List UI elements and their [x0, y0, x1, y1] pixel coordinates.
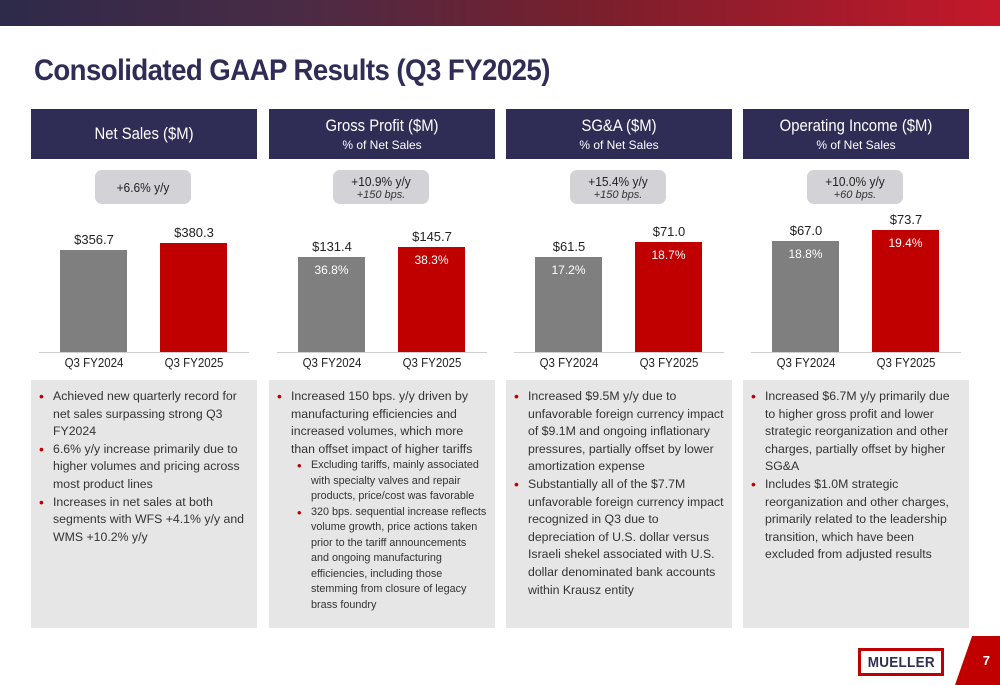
page-number: 7: [982, 653, 990, 668]
x-axis-tick-label: Q3 FY2025: [639, 356, 699, 370]
panel-header-title: Operating Income ($M): [779, 116, 933, 135]
panel-header: Net Sales ($M): [31, 109, 257, 159]
panel-header-subtitle: % of Net Sales: [579, 137, 659, 152]
panel-operating-income: Operating Income ($M) % of Net Sales +10…: [743, 109, 969, 628]
panel-header-title: Gross Profit ($M): [325, 116, 439, 135]
bar-value-label: $67.0: [789, 223, 823, 238]
notes-list: Increased $6.7M y/y primarily due to hig…: [751, 388, 961, 564]
chart-baseline: [277, 352, 487, 353]
notes-panel: Increased $9.5M y/y due to unfavorable f…: [506, 380, 732, 628]
chart-baseline: [39, 352, 249, 353]
bar-prior-year: [772, 241, 839, 352]
notes-list: Achieved new quarterly record for net sa…: [39, 388, 249, 546]
bar-chart: $67.0 18.8% Q3 FY2024 $73.7 19.4% Q3 FY2025: [743, 205, 969, 373]
bar-chart: $131.4 36.8% Q3 FY2024 $145.7 38.3% Q3 FY2025: [269, 205, 495, 373]
yoy-change-badge: +10.9% y/y +150 bps.: [333, 170, 429, 204]
bar-current-year: [160, 243, 227, 352]
chart-baseline: [751, 352, 961, 353]
bar-prior-year: [60, 250, 127, 352]
note-bullet: Increased 150 bps. y/y driven by manufac…: [277, 388, 487, 613]
x-axis-tick-label: Q3 FY2025: [876, 356, 936, 370]
bar-prior-year: [298, 257, 365, 352]
panel-header-subtitle: % of Net Sales: [342, 137, 422, 152]
bar-percent-label: 38.3%: [414, 253, 449, 267]
top-gradient-bar: [0, 0, 1000, 26]
page-corner-tab: 7: [955, 636, 1000, 685]
bar-value-label: $356.7: [74, 232, 114, 247]
bar-chart: $61.5 17.2% Q3 FY2024 $71.0 18.7% Q3 FY2025: [506, 205, 732, 373]
bar-value-label: $131.4: [312, 239, 352, 254]
bar-prior-year: [535, 257, 602, 352]
sub-note-bullet: Excluding tariffs, mainly associated wit…: [297, 458, 487, 505]
notes-list: Increased 150 bps. y/y driven by manufac…: [277, 388, 487, 613]
note-text: Increases in net sales at both segments …: [53, 494, 245, 544]
yoy-change-badge: +15.4% y/y +150 bps.: [570, 170, 666, 204]
note-bullet: Increases in net sales at both segments …: [39, 494, 249, 547]
bar-percent-label: 18.7%: [651, 248, 686, 262]
chart-baseline: [514, 352, 724, 353]
logo-text: MUELLER: [867, 653, 935, 671]
bps-change-text: +60 bps.: [833, 188, 877, 201]
x-axis-tick-label: Q3 FY2025: [164, 356, 224, 370]
company-logo: MUELLER: [858, 648, 944, 676]
note-bullet: Substantially all of the $7.7M unfavorab…: [514, 476, 724, 599]
bps-change-text: +150 bps.: [593, 188, 643, 201]
bar-percent-label: 19.4%: [888, 236, 923, 250]
note-text: Includes $1.0M strategic reorganization …: [765, 476, 949, 562]
x-axis-tick-label: Q3 FY2025: [402, 356, 462, 370]
x-axis-tick-label: Q3 FY2024: [776, 356, 836, 370]
bps-change-text: +150 bps.: [356, 188, 406, 201]
bar-current-year: [635, 242, 702, 352]
bar-current-year: [872, 230, 939, 352]
bar-current-year: [398, 247, 465, 352]
sub-note-list: Excluding tariffs, mainly associated wit…: [291, 458, 487, 613]
bar-value-label: $380.3: [174, 225, 214, 240]
yoy-change-text: +10.9% y/y: [351, 173, 411, 189]
notes-panel: Achieved new quarterly record for net sa…: [31, 380, 257, 628]
bar-percent-label: 18.8%: [788, 247, 823, 261]
x-axis-tick-label: Q3 FY2024: [302, 356, 362, 370]
yoy-change-badge: +6.6% y/y: [95, 170, 191, 204]
panel-header: Gross Profit ($M) % of Net Sales: [269, 109, 495, 159]
panel-gross-profit: Gross Profit ($M) % of Net Sales +10.9% …: [269, 109, 495, 628]
note-text: Substantially all of the $7.7M unfavorab…: [528, 476, 724, 597]
note-bullet: Increased $6.7M y/y primarily due to hig…: [751, 388, 961, 476]
bar-value-label: $71.0: [652, 224, 686, 239]
note-text: Increased 150 bps. y/y driven by manufac…: [291, 389, 473, 456]
yoy-change-text: +10.0% y/y: [825, 173, 885, 189]
note-text: Achieved new quarterly record for net sa…: [53, 389, 237, 439]
yoy-change-text: +15.4% y/y: [588, 173, 648, 189]
note-text: Increased $6.7M y/y primarily due to hig…: [765, 389, 950, 474]
yoy-change-badge: +10.0% y/y +60 bps.: [807, 170, 903, 204]
x-axis-tick-label: Q3 FY2024: [64, 356, 124, 370]
notes-list: Increased $9.5M y/y due to unfavorable f…: [514, 388, 724, 599]
panel-header: Operating Income ($M) % of Net Sales: [743, 109, 969, 159]
panel-sga: SG&A ($M) % of Net Sales +15.4% y/y +150…: [506, 109, 732, 628]
note-bullet: Includes $1.0M strategic reorganization …: [751, 476, 961, 564]
bar-value-label: $145.7: [412, 229, 452, 244]
panel-header-title: SG&A ($M): [581, 116, 657, 135]
panel-header-subtitle: % of Net Sales: [816, 137, 896, 152]
bar-value-label: $61.5: [552, 239, 586, 254]
bar-value-label: $73.7: [889, 212, 923, 227]
bar-chart: $356.7 Q3 FY2024 $380.3 Q3 FY2025: [31, 205, 257, 373]
page-title: Consolidated GAAP Results (Q3 FY2025): [34, 54, 550, 87]
notes-panel: Increased $6.7M y/y primarily due to hig…: [743, 380, 969, 628]
note-text: Increased $9.5M y/y due to unfavorable f…: [528, 389, 724, 474]
yoy-change-text: +6.6% y/y: [116, 179, 170, 195]
note-text: 6.6% y/y increase primarily due to highe…: [53, 441, 240, 491]
note-bullet: Increased $9.5M y/y due to unfavorable f…: [514, 388, 724, 476]
note-bullet: 6.6% y/y increase primarily due to highe…: [39, 441, 249, 494]
note-bullet: Achieved new quarterly record for net sa…: [39, 388, 249, 441]
notes-panel: Increased 150 bps. y/y driven by manufac…: [269, 380, 495, 628]
sub-note-bullet: 320 bps. sequential increase reflects vo…: [297, 505, 487, 614]
panel-header: SG&A ($M) % of Net Sales: [506, 109, 732, 159]
panel-header-title: Net Sales ($M): [94, 124, 194, 143]
x-axis-tick-label: Q3 FY2024: [539, 356, 599, 370]
bar-percent-label: 17.2%: [551, 263, 586, 277]
bar-percent-label: 36.8%: [314, 263, 349, 277]
panel-net-sales: Net Sales ($M) +6.6% y/y $356.7 Q3 FY2024…: [31, 109, 257, 628]
